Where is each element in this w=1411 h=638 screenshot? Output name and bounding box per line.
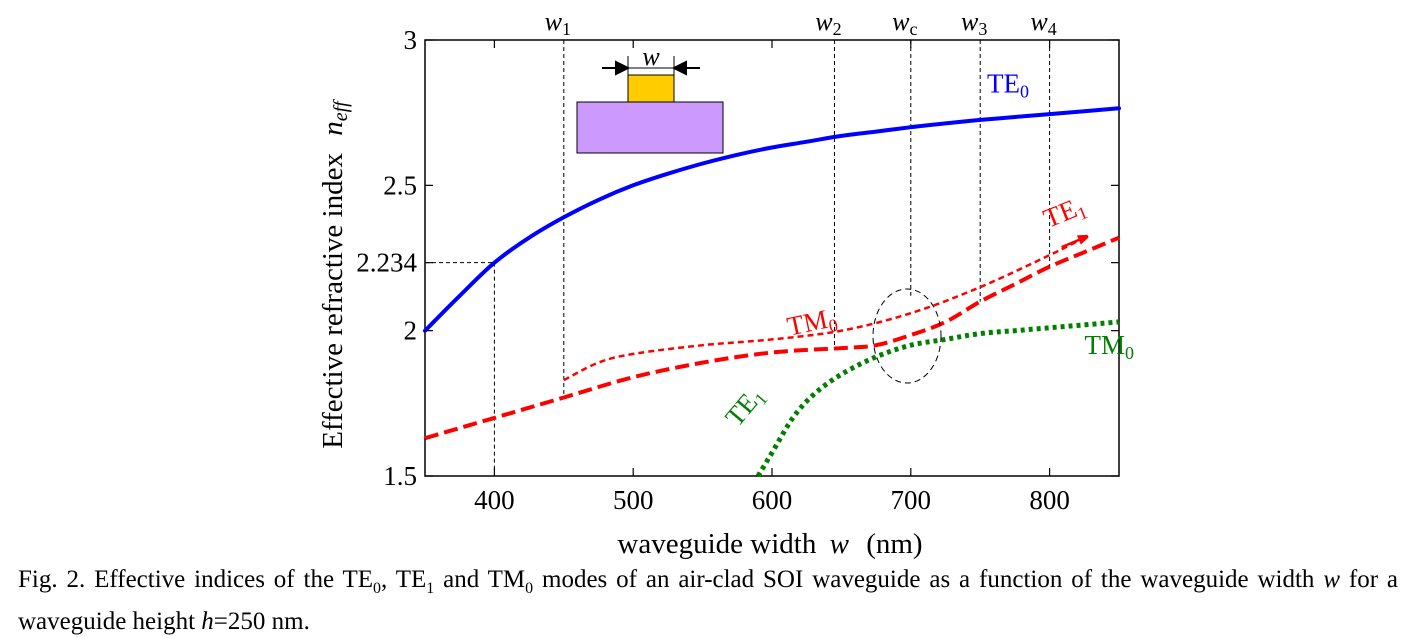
x-tick-label-0: 400 bbox=[474, 485, 515, 515]
x-tick-label-4: 800 bbox=[1029, 485, 1070, 515]
x-tick-label-1: 500 bbox=[613, 485, 654, 515]
series-line-0 bbox=[423, 106, 1121, 333]
figure-caption: Fig. 2. Effective indices of the TE0, TE… bbox=[18, 566, 1398, 635]
x-axis-title: waveguide width w (nm) bbox=[617, 528, 922, 560]
series-annotation-3: TM0 bbox=[1085, 330, 1135, 363]
inset-width-label: w bbox=[642, 42, 660, 71]
chart: w1 w2 wc w3 w4 400 500 600 700 8001.522.2342.53 … bbox=[317, 7, 1135, 560]
x-axis-unit: (nm) bbox=[866, 528, 922, 560]
inset-arrow-right bbox=[671, 60, 700, 76]
y-tick-label-4: 3 bbox=[404, 25, 418, 55]
vertical-marker-label-0: w1 bbox=[545, 7, 571, 39]
series-line-2 bbox=[563, 236, 1085, 382]
y-axis-var-sub: eff bbox=[330, 99, 352, 121]
vertical-markers: w1 w2 wc w3 w4 bbox=[425, 7, 1057, 476]
x-tick-label-2: 600 bbox=[752, 485, 793, 515]
vertical-marker-label-1: w2 bbox=[815, 7, 841, 39]
y-axis-label: Effective refractive index bbox=[317, 153, 349, 449]
vertical-marker-label-3: w3 bbox=[961, 7, 987, 39]
substrate-block bbox=[576, 101, 724, 154]
svg-text:Effective refractive index: Effective refractive index neff bbox=[317, 99, 352, 449]
x-axis-label: waveguide width bbox=[617, 528, 816, 560]
plot-frame bbox=[424, 39, 1120, 477]
series-annotations: TE0 TE1 TM0 TM0 TE1 bbox=[719, 68, 1135, 434]
series-lines bbox=[423, 106, 1121, 478]
y-axis-title: Effective refractive index neff bbox=[317, 99, 352, 449]
series-annotation-0: TE0 bbox=[987, 68, 1029, 101]
x-axis-var: w bbox=[830, 528, 850, 560]
axis-ticks: 400 500 600 700 800 1.5 2 2.234 2.5 3 bbox=[356, 25, 1119, 515]
y-tick-label-2: 2.234 bbox=[356, 248, 417, 278]
core-block bbox=[627, 74, 675, 103]
inset-arrow-left bbox=[602, 60, 631, 76]
series-line-3 bbox=[755, 319, 1120, 478]
vertical-marker-label-2: wc bbox=[892, 7, 917, 39]
y-tick-label-0: 1.5 bbox=[383, 461, 417, 491]
series-annotation-4: TE1 bbox=[719, 381, 771, 434]
y-axis-var: n bbox=[317, 121, 349, 136]
waveguide-inset: w bbox=[576, 42, 724, 154]
series-line-1 bbox=[424, 235, 1120, 441]
y-tick-label-3: 2.5 bbox=[383, 170, 417, 200]
series-annotation-2: TM0 bbox=[784, 302, 839, 345]
x-tick-label-3: 700 bbox=[891, 485, 932, 515]
crossing-ellipse bbox=[872, 288, 942, 384]
te1-arrow bbox=[1061, 238, 1085, 249]
vertical-marker-label-4: w4 bbox=[1030, 7, 1056, 39]
y-tick-label-1: 2 bbox=[404, 316, 418, 346]
series-annotation-1: TE1 bbox=[1039, 190, 1090, 236]
